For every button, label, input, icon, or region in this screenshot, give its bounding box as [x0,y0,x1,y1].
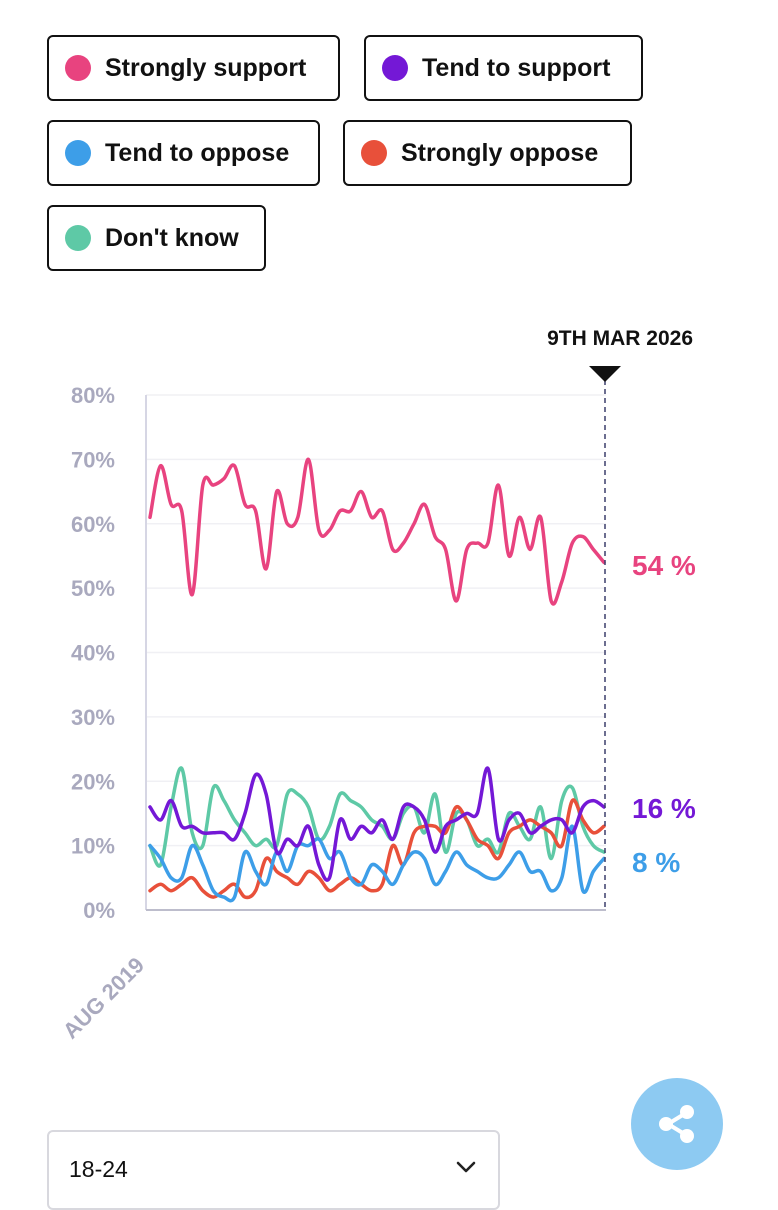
legend-label: Strongly oppose [401,138,599,167]
end-value-label: 8 % [632,847,680,878]
legend-dot-icon [65,55,91,81]
series-line-tend-to-support[interactable] [148,766,606,882]
legend-label: Tend to support [422,53,611,82]
age-group-selected-value: 18-24 [69,1156,128,1182]
chart-grid [146,394,606,847]
legend-label: Strongly support [105,53,307,82]
y-tick-label: 30% [71,705,115,730]
y-tick-label: 20% [71,769,115,794]
series-lines [148,457,606,903]
y-tick-label: 50% [71,576,115,601]
end-value-label: 54 % [632,550,696,581]
legend-dot-icon [65,140,91,166]
chevron-down-icon [456,1160,476,1179]
y-tick-label: 60% [71,512,115,537]
legend-button-tend-to-support[interactable]: Tend to support [364,35,643,101]
y-axis: 0% 10% 20% 30% 40% 50% 60% 70% 80% [71,383,115,923]
legend-dot-icon [65,225,91,251]
series-line-strongly-oppose[interactable] [148,798,606,900]
share-icon [659,1105,694,1143]
legend-button-strongly-support[interactable]: Strongly support [47,35,340,101]
y-tick-label: 0% [83,898,115,923]
y-tick-label: 70% [71,447,115,472]
legend-button-dont-know[interactable]: Don't know [47,205,266,271]
end-labels: 54 % 16 % 8 % [632,550,696,878]
legend-dot-icon [361,140,387,166]
legend-label: Tend to oppose [105,138,290,167]
share-button[interactable] [631,1078,723,1170]
legend-dot-icon [382,55,408,81]
legend-button-strongly-oppose[interactable]: Strongly oppose [343,120,632,186]
series-line-strongly-support[interactable] [148,457,606,606]
legend-label: Don't know [105,223,239,252]
date-marker-triangle-icon[interactable] [589,366,621,382]
series-line-don-t-know[interactable] [148,766,606,868]
age-group-select[interactable]: 18-24 [47,1130,500,1210]
date-marker-label: 9TH MAR 2026 [547,327,693,350]
x-start-label: AUG 2019 [58,952,149,1043]
legend-button-tend-to-oppose[interactable]: Tend to oppose [47,120,320,186]
series-line-tend-to-oppose[interactable] [148,824,606,903]
y-tick-label: 10% [71,834,115,859]
y-tick-label: 80% [71,383,115,408]
y-tick-label: 40% [71,641,115,666]
line-chart: 0%10%20%30%40%50%60%70%80% 9TH MAR 2026 … [58,327,696,1044]
end-value-label: 16 % [632,793,696,824]
